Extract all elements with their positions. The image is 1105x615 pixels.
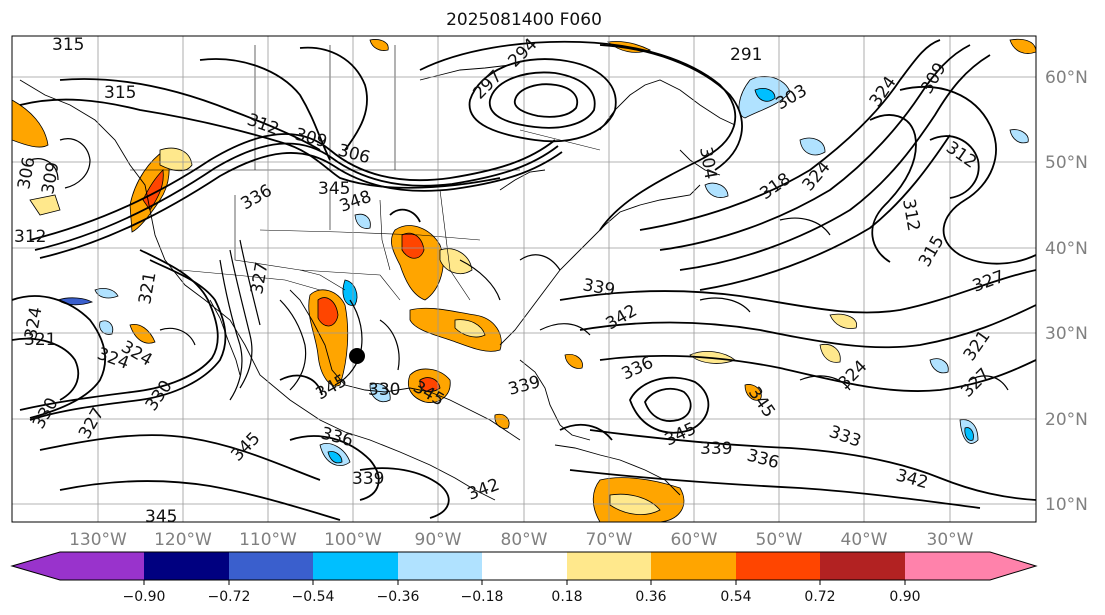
contour-label: 345 (318, 179, 350, 199)
contour-label: 345 (145, 507, 177, 527)
map-frame (11, 35, 1037, 523)
coastlines (19, 64, 736, 501)
lon-label: 70°W (586, 530, 633, 550)
shade-patch (29, 194, 61, 216)
shade-patch (12, 99, 49, 148)
colorbar-tick-marks (143, 580, 906, 585)
lat-label: 40°N (1045, 239, 1088, 259)
contour-label: 321 (24, 330, 56, 350)
colorbar: −0.90 −0.72 −0.54 −0.36 −0.18 0.18 0.36 … (10, 551, 1038, 605)
colorbar-tick-label: 0.72 (804, 589, 835, 605)
shade-patch (94, 288, 119, 299)
colorbar-outline (10, 551, 1038, 581)
shade-patch (704, 182, 729, 198)
shade-patch (317, 297, 339, 327)
shade-patch (129, 323, 156, 344)
shade-patch (419, 377, 441, 392)
colorbar-segment (229, 552, 313, 580)
shade-patch (159, 147, 193, 172)
colorbar-tick-label: 0.36 (635, 589, 666, 605)
shade-patch (342, 279, 358, 306)
contour-label: 291 (730, 45, 762, 65)
colorbar-tick-label: 0.90 (889, 589, 920, 605)
colorbar-segment (567, 552, 651, 580)
shade-patch (964, 427, 974, 441)
colorbar-tick-label: 0.54 (720, 589, 751, 605)
colorbar-segment (651, 552, 736, 580)
shade-patch (494, 413, 510, 429)
lon-label: 30°W (927, 530, 974, 550)
colorbar-segment (144, 552, 229, 580)
lon-label: 40°W (841, 530, 888, 550)
lat-label: 60°N (1045, 68, 1088, 88)
point-marker (349, 348, 365, 364)
shade-patch (401, 232, 425, 259)
lon-label: 50°W (756, 530, 803, 550)
colorbar-tick-labels: −0.90 −0.72 −0.54 −0.36 −0.18 0.18 0.36 … (123, 589, 921, 605)
shade-patch (409, 307, 502, 352)
contour-label: 315 (104, 83, 136, 103)
shade-patch (1009, 129, 1029, 144)
graticule (12, 36, 1036, 522)
shade-patch (744, 384, 762, 401)
shade-patch (929, 358, 949, 374)
colorbar-tick-label: −0.72 (208, 589, 251, 605)
lon-label: 60°W (671, 530, 718, 550)
contour-label: 312 (14, 227, 46, 247)
contour-label: 339 (352, 469, 384, 489)
colorbar-segment (820, 552, 905, 580)
shade-patch (609, 493, 661, 515)
colorbar-tick-label: −0.54 (292, 589, 335, 605)
lat-label: 30°N (1045, 324, 1088, 344)
shade-patch (799, 137, 826, 156)
colorbar-segment (482, 552, 567, 580)
colorbar-tick-label: −0.36 (377, 589, 420, 605)
shade-patch (99, 320, 114, 335)
political-borders (130, 45, 601, 301)
shade-patch (1009, 38, 1036, 54)
shade-patch (819, 343, 841, 363)
lat-label: 10°N (1045, 495, 1088, 515)
latitude-labels: 60°N 50°N 40°N 30°N 20°N 10°N (1045, 68, 1088, 515)
shade-patch (327, 451, 343, 464)
colorbar-tick-label: 0.18 (551, 589, 582, 605)
colorbar-segment (736, 552, 820, 580)
colorbar-tick-label: −0.90 (123, 589, 166, 605)
colorbar-segment (905, 552, 1036, 580)
shaded-anomaly-patches (12, 38, 1036, 522)
lon-label: 120°W (154, 530, 212, 550)
lat-label: 50°N (1045, 153, 1088, 173)
shade-patch (754, 88, 776, 102)
lon-label: 100°W (324, 530, 382, 550)
contour-label: 330 (368, 380, 400, 400)
shade-patch (369, 39, 389, 51)
longitude-labels: 130°W 120°W 110°W 100°W 90°W 80°W 70°W 6… (69, 530, 974, 550)
contour-label: 315 (52, 35, 84, 55)
colorbar-segment (12, 552, 144, 580)
lon-label: 90°W (415, 530, 462, 550)
colorbar-tick-label: −0.18 (461, 589, 504, 605)
shade-patch (829, 313, 858, 329)
lon-label: 110°W (239, 530, 297, 550)
colorbar-segment (398, 552, 482, 580)
colorbar-segment (313, 552, 398, 580)
lon-label: 130°W (69, 530, 127, 550)
shade-patch (564, 353, 583, 369)
lat-label: 20°N (1045, 410, 1088, 430)
shade-patch (369, 383, 391, 402)
map-title: 2025081400 F060 (446, 10, 602, 30)
contour-label: 339 (700, 439, 732, 459)
contour-lines-thin (29, 138, 1009, 401)
contour-lines (12, 39, 1036, 521)
shade-patch (354, 213, 371, 229)
lon-label: 80°W (501, 530, 548, 550)
